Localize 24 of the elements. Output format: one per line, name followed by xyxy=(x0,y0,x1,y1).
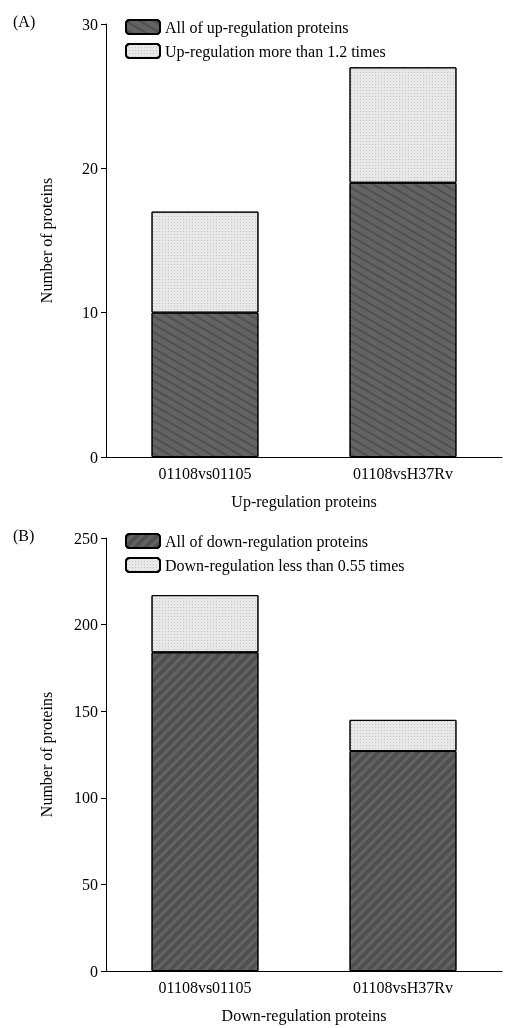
chart-title: (A) xyxy=(13,12,36,31)
y-tick-label: 50 xyxy=(82,875,98,893)
y-tick-label: 0 xyxy=(90,962,98,980)
y-tick-label: 10 xyxy=(82,304,98,322)
y-axis-title: Number of proteins xyxy=(37,177,56,304)
y-tick-label: 30 xyxy=(82,15,98,33)
x-tick-label: 01108vsH37Rv xyxy=(353,464,453,482)
legend-label: All of up-regulation proteins xyxy=(165,18,349,37)
y-tick-label: 20 xyxy=(82,159,98,177)
x-axis-title: Down-regulation proteins xyxy=(221,1006,387,1025)
legend-label: All of down-regulation proteins xyxy=(165,532,369,551)
y-tick-label: 200 xyxy=(74,616,98,634)
legend-label: Up-regulation more than 1.2 times xyxy=(165,42,386,61)
x-tick-label: 01108vs01105 xyxy=(158,978,252,996)
y-tick-label: 250 xyxy=(74,529,98,547)
legend-label: Down-regulation less than 0.55 times xyxy=(165,556,405,575)
y-tick-label: 0 xyxy=(90,448,98,466)
x-axis-title: Up-regulation proteins xyxy=(231,492,377,511)
y-axis-title: Number of proteins xyxy=(37,691,56,818)
y-tick-label: 150 xyxy=(74,702,98,720)
x-tick-label: 01108vsH37Rv xyxy=(353,978,453,996)
y-tick-label: 100 xyxy=(74,789,98,807)
x-tick-label: 01108vs01105 xyxy=(158,464,252,482)
chart-title: (B) xyxy=(13,526,35,545)
